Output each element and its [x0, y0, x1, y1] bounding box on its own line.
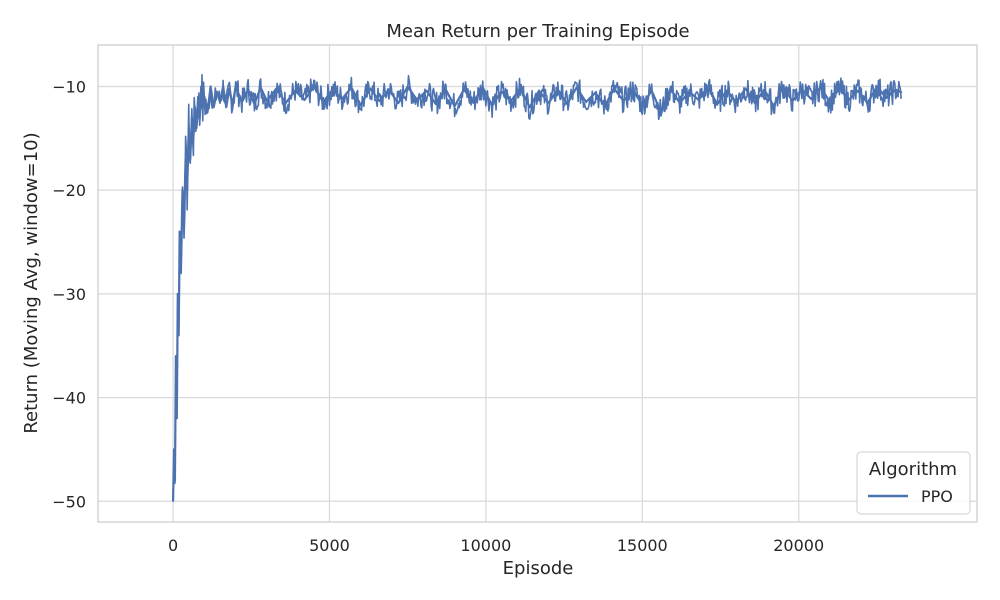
- y-tick-label: −40: [52, 389, 86, 408]
- plot-lines: [171, 73, 903, 502]
- x-tick-label: 0: [168, 536, 178, 555]
- x-tick-label: 10000: [460, 536, 511, 555]
- x-axis-title: Episode: [503, 558, 574, 579]
- legend-title: Algorithm: [869, 459, 957, 480]
- series-line-noise-ppo: [172, 73, 902, 502]
- legend-label-ppo: PPO: [921, 487, 953, 506]
- x-tick-label: 20000: [773, 536, 824, 555]
- plot-frame: [97, 44, 978, 523]
- legend: Algorithm PPO: [856, 451, 971, 515]
- x-tick-label: 15000: [617, 536, 668, 555]
- y-tick-label: −10: [52, 77, 86, 96]
- y-tick-label: −20: [52, 181, 86, 200]
- y-tick-label: −30: [52, 285, 86, 304]
- x-tick-label: 5000: [309, 536, 350, 555]
- y-tick-label: −50: [52, 492, 86, 511]
- x-ticks: 0 5000 10000 15000 20000: [168, 536, 824, 555]
- y-axis-title: Return (Moving Avg, window=10): [21, 132, 42, 433]
- chart-title: Mean Return per Training Episode: [386, 21, 689, 42]
- y-ticks: −50 −40 −30 −20 −10: [52, 77, 86, 511]
- legend-box: [856, 451, 971, 515]
- grid: [98, 45, 977, 522]
